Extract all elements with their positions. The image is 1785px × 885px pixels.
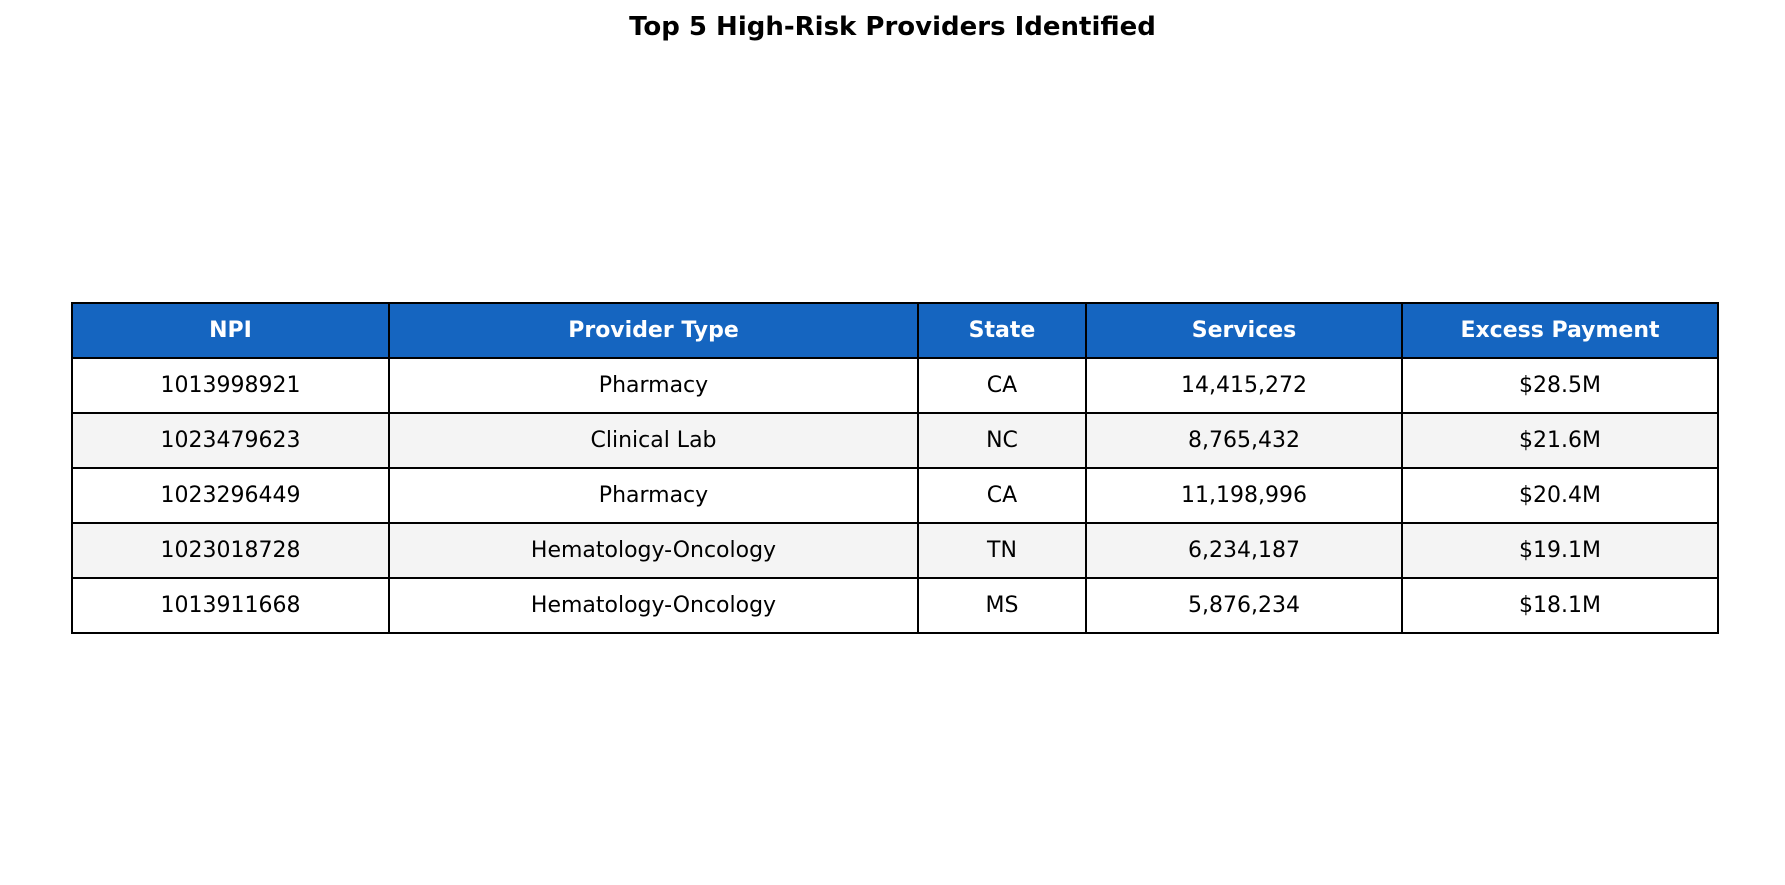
table-header: NPI Provider Type State Services Excess … [71, 302, 1719, 359]
table-row: 1013998921 Pharmacy CA 14,415,272 $28.5M [71, 357, 1719, 414]
chart-title: Top 5 High-Risk Providers Identified [629, 12, 1156, 42]
cell-npi: 1023479623 [71, 412, 390, 469]
cell-provider-type: Hematology-Oncology [388, 522, 919, 579]
cell-provider-type: Pharmacy [388, 467, 919, 524]
cell-provider-type: Hematology-Oncology [388, 577, 919, 634]
cell-state: CA [917, 467, 1087, 524]
cell-npi: 1013998921 [71, 357, 390, 414]
cell-services: 8,765,432 [1085, 412, 1403, 469]
table-row: 1023018728 Hematology-Oncology TN 6,234,… [71, 522, 1719, 579]
column-header-provider-type: Provider Type [388, 302, 919, 359]
cell-excess-payment: $21.6M [1401, 412, 1719, 469]
cell-state: NC [917, 412, 1087, 469]
cell-state: CA [917, 357, 1087, 414]
column-header-npi: NPI [71, 302, 390, 359]
cell-state: MS [917, 577, 1087, 634]
table-body: 1013998921 Pharmacy CA 14,415,272 $28.5M… [71, 357, 1719, 634]
providers-table-container: NPI Provider Type State Services Excess … [71, 302, 1719, 634]
cell-state: TN [917, 522, 1087, 579]
cell-npi: 1013911668 [71, 577, 390, 634]
cell-services: 11,198,996 [1085, 467, 1403, 524]
cell-services: 6,234,187 [1085, 522, 1403, 579]
cell-excess-payment: $20.4M [1401, 467, 1719, 524]
column-header-excess-payment: Excess Payment [1401, 302, 1719, 359]
cell-services: 5,876,234 [1085, 577, 1403, 634]
header-row: NPI Provider Type State Services Excess … [71, 302, 1719, 359]
cell-excess-payment: $19.1M [1401, 522, 1719, 579]
cell-services: 14,415,272 [1085, 357, 1403, 414]
table-row: 1023296449 Pharmacy CA 11,198,996 $20.4M [71, 467, 1719, 524]
cell-provider-type: Pharmacy [388, 357, 919, 414]
providers-table: NPI Provider Type State Services Excess … [71, 302, 1719, 634]
cell-provider-type: Clinical Lab [388, 412, 919, 469]
cell-npi: 1023296449 [71, 467, 390, 524]
column-header-services: Services [1085, 302, 1403, 359]
column-header-state: State [917, 302, 1087, 359]
table-row: 1013911668 Hematology-Oncology MS 5,876,… [71, 577, 1719, 634]
cell-npi: 1023018728 [71, 522, 390, 579]
cell-excess-payment: $18.1M [1401, 577, 1719, 634]
cell-excess-payment: $28.5M [1401, 357, 1719, 414]
table-row: 1023479623 Clinical Lab NC 8,765,432 $21… [71, 412, 1719, 469]
